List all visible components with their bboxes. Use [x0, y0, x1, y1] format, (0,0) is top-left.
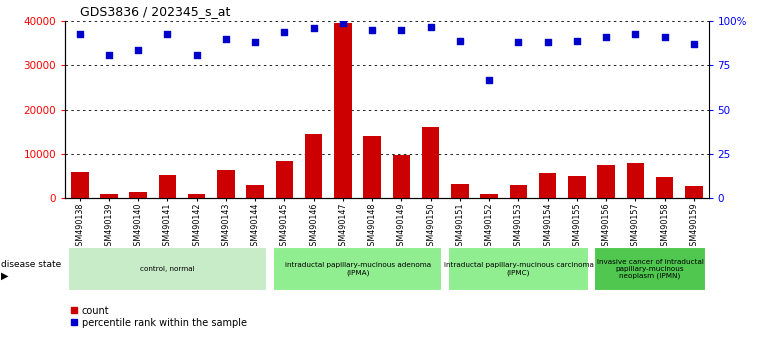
Point — [600, 34, 612, 40]
Bar — [393, 155, 411, 198]
Bar — [685, 186, 702, 198]
Point — [483, 77, 496, 82]
Bar — [597, 165, 615, 198]
Point — [162, 31, 174, 36]
Bar — [159, 175, 176, 198]
Bar — [273, 247, 443, 291]
Bar — [71, 172, 89, 198]
Text: control, normal: control, normal — [140, 266, 195, 272]
Text: intraductal papillary-mucinous carcinoma
(IPMC): intraductal papillary-mucinous carcinoma… — [444, 262, 594, 276]
Point — [74, 31, 86, 36]
Point — [542, 40, 554, 45]
Bar — [100, 194, 118, 198]
Bar — [539, 173, 556, 198]
Text: intraductal papillary-mucinous adenoma
(IPMA): intraductal papillary-mucinous adenoma (… — [284, 262, 430, 276]
Point — [630, 31, 642, 36]
Bar — [247, 185, 264, 198]
Point — [571, 38, 583, 44]
Point — [278, 29, 290, 35]
Point — [191, 52, 203, 58]
Point — [308, 25, 320, 31]
Bar — [568, 176, 586, 198]
Point — [366, 27, 378, 33]
Text: GDS3836 / 202345_s_at: GDS3836 / 202345_s_at — [80, 5, 231, 18]
Bar — [509, 185, 527, 198]
Bar — [334, 23, 352, 198]
Bar — [627, 163, 644, 198]
Bar — [129, 192, 147, 198]
Bar — [448, 247, 588, 291]
Point — [249, 40, 261, 45]
Text: disease state: disease state — [1, 260, 61, 269]
Bar — [276, 161, 293, 198]
Bar — [363, 136, 381, 198]
Point — [512, 40, 525, 45]
Point — [453, 38, 466, 44]
Bar — [68, 247, 267, 291]
Bar — [422, 127, 440, 198]
Bar — [451, 184, 469, 198]
Bar — [656, 177, 673, 198]
Point — [220, 36, 232, 42]
Bar — [480, 194, 498, 198]
Text: invasive cancer of intraductal
papillary-mucinous
neoplasm (IPMN): invasive cancer of intraductal papillary… — [597, 259, 703, 279]
Bar — [594, 247, 705, 291]
Point — [688, 41, 700, 47]
Point — [395, 27, 408, 33]
Bar — [218, 170, 234, 198]
Point — [424, 24, 437, 29]
Point — [103, 52, 115, 58]
Point — [337, 20, 349, 26]
Bar — [305, 134, 322, 198]
Point — [132, 47, 144, 52]
Bar — [188, 194, 205, 198]
Point — [659, 34, 671, 40]
Legend: count, percentile rank within the sample: count, percentile rank within the sample — [70, 306, 247, 328]
Text: ▶: ▶ — [1, 271, 8, 281]
